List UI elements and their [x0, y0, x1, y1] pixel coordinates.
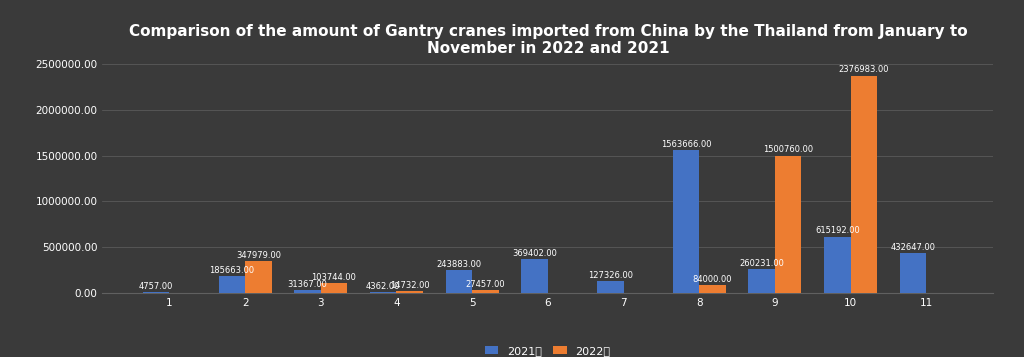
Bar	[699, 285, 726, 293]
Text: 127326.00: 127326.00	[588, 271, 633, 280]
Text: 432647.00: 432647.00	[891, 243, 936, 252]
Bar	[445, 271, 472, 293]
Text: 14732.00: 14732.00	[390, 281, 429, 290]
Text: 4362.00: 4362.00	[366, 282, 400, 291]
Bar	[218, 276, 245, 293]
Bar	[321, 283, 347, 293]
Text: 84000.00: 84000.00	[692, 275, 732, 284]
Legend: 2021年, 2022年: 2021年, 2022年	[480, 341, 615, 357]
Title: Comparison of the amount of Gantry cranes imported from China by the Thailand fr: Comparison of the amount of Gantry crane…	[129, 24, 967, 56]
Text: 4757.00: 4757.00	[139, 282, 173, 291]
Bar	[900, 253, 927, 293]
Bar	[370, 292, 396, 293]
Bar	[824, 237, 851, 293]
Bar	[245, 261, 271, 293]
Text: 185663.00: 185663.00	[209, 266, 254, 275]
Bar	[396, 291, 423, 293]
Bar	[851, 75, 878, 293]
Text: 27457.00: 27457.00	[466, 280, 505, 289]
Text: 103744.00: 103744.00	[311, 273, 356, 282]
Bar	[294, 290, 321, 293]
Text: 2376983.00: 2376983.00	[839, 65, 889, 74]
Text: 1500760.00: 1500760.00	[763, 146, 813, 155]
Text: 347979.00: 347979.00	[236, 251, 281, 260]
Bar	[775, 156, 802, 293]
Bar	[472, 290, 499, 293]
Text: 1563666.00: 1563666.00	[660, 140, 712, 149]
Bar	[673, 150, 699, 293]
Text: 260231.00: 260231.00	[739, 259, 784, 268]
Bar	[521, 259, 548, 293]
Bar	[597, 281, 624, 293]
Bar	[143, 292, 169, 293]
Text: 243883.00: 243883.00	[436, 260, 481, 269]
Bar	[749, 269, 775, 293]
Text: 615192.00: 615192.00	[815, 226, 860, 235]
Text: 369402.00: 369402.00	[512, 249, 557, 258]
Text: 31367.00: 31367.00	[288, 280, 328, 289]
